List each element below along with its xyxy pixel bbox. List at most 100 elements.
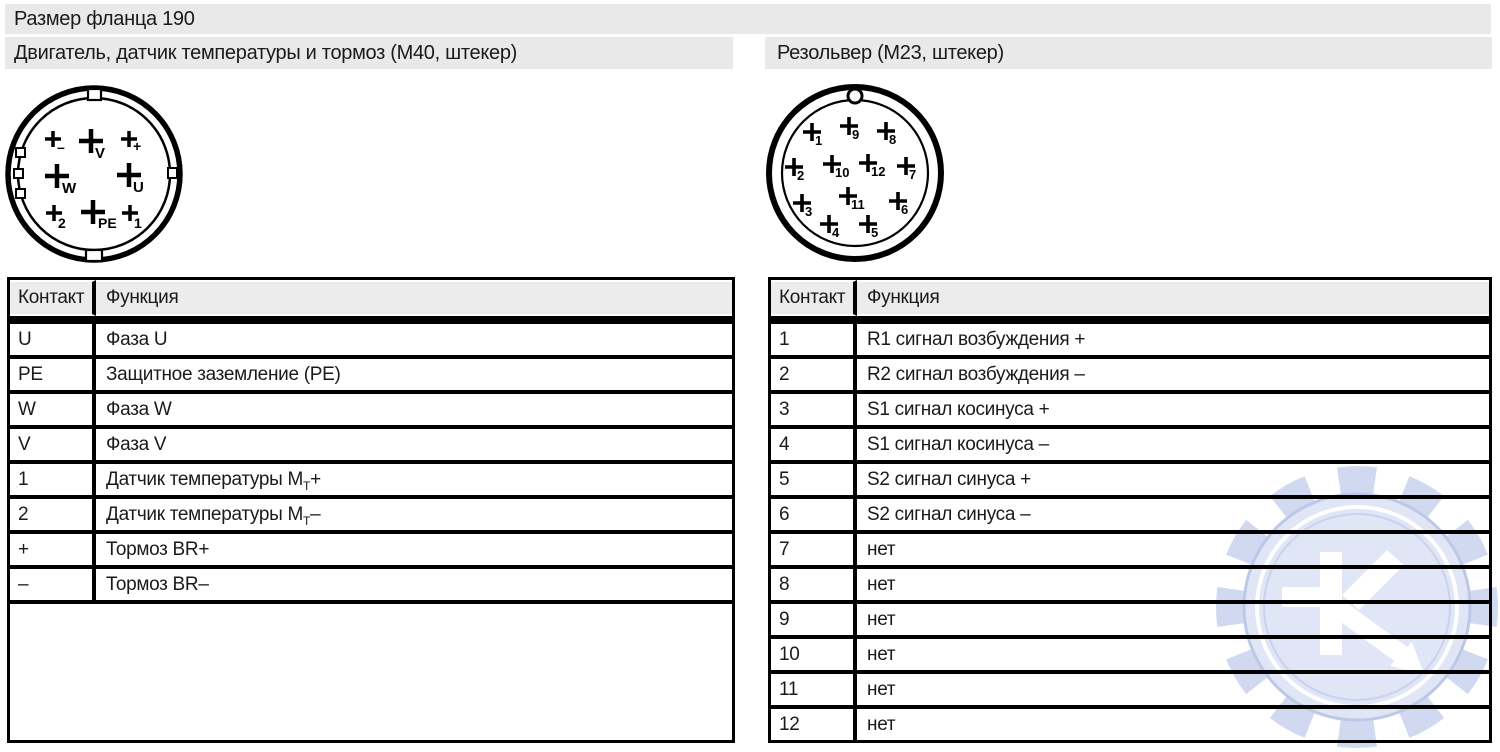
pin-minus: – [45,131,65,155]
contact-cell: + [10,534,96,565]
function-header: Функция [857,280,1489,316]
function-cell: S1 сигнал косинуса + [867,398,1050,420]
table-row: 1 R1 сигнал возбуждения + [771,324,1489,359]
pin-cross [81,200,105,224]
contact-cell: W [10,394,96,425]
table-header-row: Контакт Функция [771,280,1489,324]
table-row: + Тормоз BR+ [10,534,732,569]
table-row: 3 S1 сигнал косинуса + [771,394,1489,429]
contact-cell: 1 [771,324,857,355]
pin-cross [122,205,138,221]
motor-connector-diagram: – V + W U 2 PE 1 [5,85,183,263]
page-title: Размер фланца 190 [5,4,1491,34]
contact-cell: 1 [10,464,96,495]
pin-5: 5 [859,215,878,240]
empty-table-area [10,604,732,740]
pin-cross [79,129,103,153]
table-row: 12 нет [771,709,1489,740]
table-row: 10 нет [771,639,1489,674]
contact-cell: 6 [771,499,857,530]
contact-header: Контакт [771,280,857,316]
pin-label: 1 [134,215,142,231]
table-row: 9 нет [771,604,1489,639]
function-cell: Защитное заземление (PE) [106,363,341,385]
pin-label: 9 [852,127,859,142]
contact-cell: 4 [771,429,857,460]
table-row: 6 S2 сигнал синуса – [771,499,1489,534]
pin-11: 11 [839,187,865,212]
section-header-motor: Двигатель, датчик температуры и тормоз (… [5,37,733,69]
contact-cell: 3 [771,394,857,425]
contact-cell: 11 [771,674,857,705]
function-cell: Фаза W [106,398,172,420]
function-cell: S2 сигнал синуса + [867,468,1031,490]
section-header-motor-text: Двигатель, датчик температуры и тормоз (… [14,41,518,64]
table-row: PE Защитное заземление (PE) [10,359,732,394]
function-cell: Фаза U [106,328,168,350]
pin-6: 6 [889,192,908,217]
function-cell: R2 сигнал возбуждения – [867,363,1085,385]
function-cell: S1 сигнал косинуса – [867,433,1049,455]
pin-label: 4 [832,225,840,240]
function-cell: нет [867,678,896,700]
pin-label: 10 [835,165,849,180]
resolver-connector-diagram: 1 9 8 2 10 12 7 3 11 6 4 5 [766,84,944,262]
pin-label: 2 [797,168,804,183]
section-header-resolver: Резольвер (M23, штекер) [765,37,1492,69]
pin-2: 2 [46,205,66,231]
pin-2: 2 [785,158,804,183]
function-cell: нет [867,608,896,630]
pin-W: W [45,164,77,197]
contact-cell: V [10,429,96,460]
table-row: V Фаза V [10,429,732,464]
table-row: W Фаза W [10,394,732,429]
table-row: 2 Датчик температуры MT– [10,499,732,534]
pin-cross [117,163,141,187]
pin-label: + [133,138,141,154]
connector-key-notches [13,87,178,263]
pin-label: – [57,139,65,155]
function-cell: нет [867,643,896,665]
pin-label: 2 [58,215,66,231]
pin-U: U [117,163,144,196]
connector-key-bump [846,87,864,105]
pin-12: 12 [859,154,885,179]
table-header-row: Контакт Функция [10,280,732,324]
table-row: 5 S2 сигнал синуса + [771,464,1489,499]
pin-label: 1 [815,133,822,148]
table-row: 2 R2 сигнал возбуждения – [771,359,1489,394]
contact-cell: 10 [771,639,857,670]
pin-V: V [79,129,105,162]
function-cell: S2 сигнал синуса – [867,503,1031,525]
contact-cell: 8 [771,569,857,600]
pin-label: 3 [805,204,812,219]
contact-cell: 2 [10,499,96,530]
table-row: U Фаза U [10,324,732,359]
pin-3: 3 [793,194,812,219]
contact-header: Контакт [10,280,96,316]
section-header-resolver-text: Резольвер (M23, штекер) [777,41,1004,64]
function-cell: нет [867,538,896,560]
function-cell: Датчик температуры MT– [106,503,321,528]
pin-label: 12 [871,164,885,179]
pin-7: 7 [897,157,916,182]
pin-label: U [133,179,144,196]
function-cell: Тормоз BR– [106,573,209,595]
contact-cell: U [10,324,96,355]
pin-cross [121,131,137,147]
table-row: 8 нет [771,569,1489,604]
pin-PE: PE [81,200,117,231]
pin-label: 7 [909,167,916,182]
pin-1: 1 [803,123,822,148]
contact-cell: 5 [771,464,857,495]
contact-cell: 9 [771,604,857,635]
pin-4: 4 [820,215,840,240]
pin-label: PE [98,215,117,231]
function-cell: нет [867,573,896,595]
pin-label: 6 [901,202,908,217]
contact-cell: PE [10,359,96,390]
contact-cell: 2 [771,359,857,390]
function-cell: R1 сигнал возбуждения + [867,328,1086,350]
pin-label: 11 [851,197,865,212]
pin-label: V [95,145,105,162]
